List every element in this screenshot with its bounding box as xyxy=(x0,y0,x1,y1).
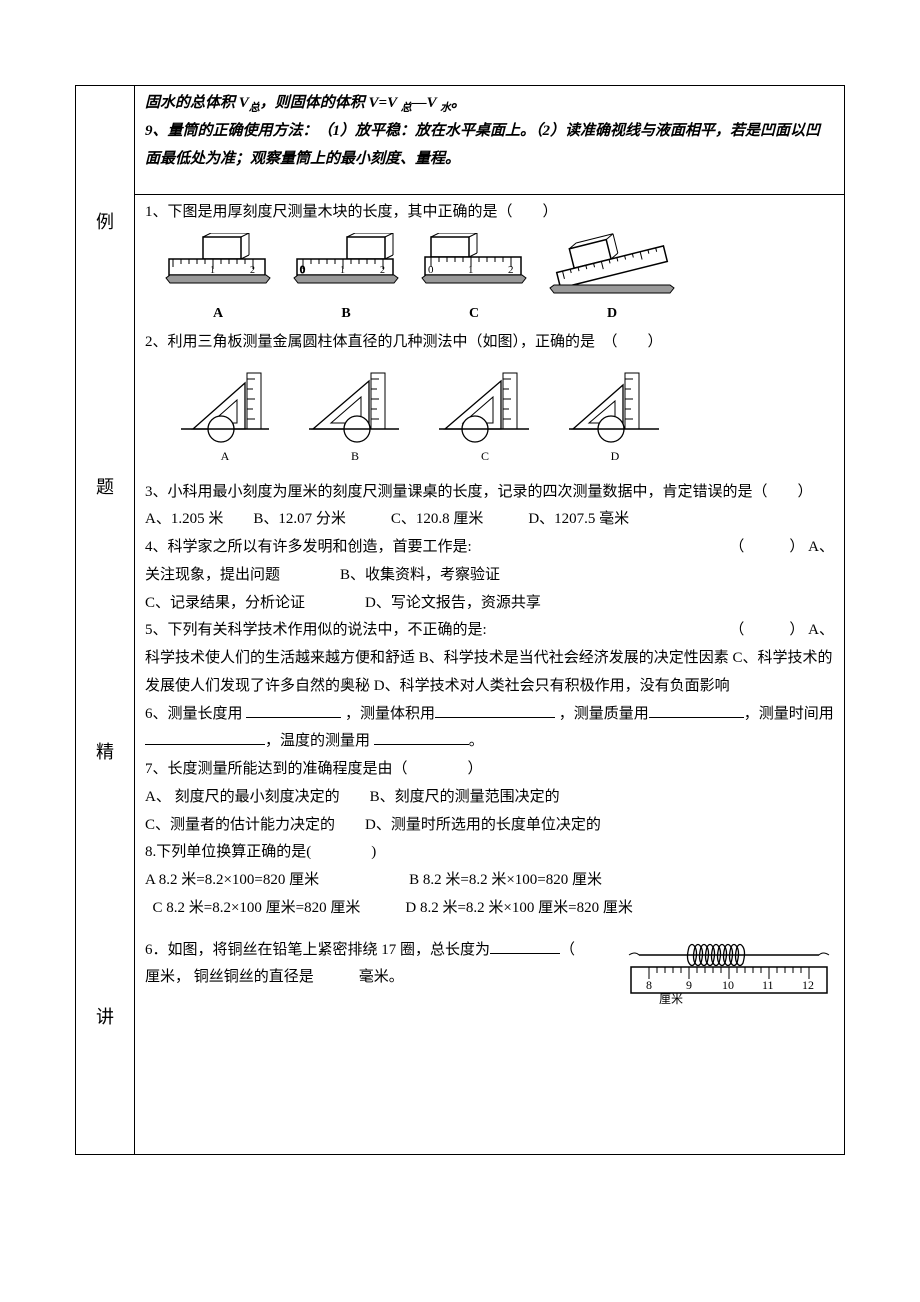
q7-lineC: C、测量者的估计能力决定的 D、测量时所选用的长度单位决定的 xyxy=(145,812,834,840)
q3-text: 3、小科用最小刻度为厘米的刻度尺测量课桌的长度，记录的四次测量数据中，肯定错误的… xyxy=(145,479,834,507)
intro-line2: 9、量筒的正确使用方法：（1）放平稳：放在水平桌面上。（2）读准确视线与液面相平… xyxy=(145,118,834,174)
side-label: 精 xyxy=(96,736,114,769)
q8-lineA: A 8.2 米=8.2×100=820 厘米 B 8.2 米=8.2 米×100… xyxy=(145,867,834,895)
q4-lineC: C、记录结果，分析论证 D、写论文报告，资源共享 xyxy=(145,590,834,618)
q6b-wrap: 6．如图，将铜丝在铅笔上紧密排绕 17 圈，总长度为（ 厘米， 铜丝铜丝的直径是… xyxy=(145,937,834,1007)
svg-text:2: 2 xyxy=(250,265,255,276)
q1-fig-d xyxy=(547,233,677,301)
svg-text:0: 0 xyxy=(300,265,305,276)
q2-label-a: A xyxy=(175,445,275,467)
svg-text:1: 1 xyxy=(468,264,474,276)
q7-text: 7、长度测量所能达到的准确程度是由（ ） xyxy=(145,756,834,784)
q1-fig-a: 1 2 xyxy=(163,233,273,301)
svg-text:0: 0 xyxy=(428,264,434,276)
svg-text:9: 9 xyxy=(686,978,692,992)
q1-fig-b: 0 1 2 xyxy=(291,233,401,301)
q1-label-a: A xyxy=(163,301,273,327)
q1-fig-c: 0 1 2 xyxy=(419,233,529,301)
q2-label-c: C xyxy=(435,445,535,467)
q2-text: 2、利用三角板测量金属圆柱体直径的几种测法中（如图），正确的是 （ ） xyxy=(145,329,834,357)
q1-label-c: C xyxy=(419,301,529,327)
svg-text:2: 2 xyxy=(508,264,514,276)
q7-lineA: A、 刻度尺的最小刻度决定的 B、刻度尺的测量范围决定的 xyxy=(145,784,834,812)
q4-line1: 4、科学家之所以有许多发明和创造，首要工作是: （ ） A、 xyxy=(145,534,834,562)
q1-label-b: B xyxy=(291,301,401,327)
q6b-figure: 8 9 10 11 12 厘米 xyxy=(619,937,834,1007)
svg-text:1: 1 xyxy=(340,265,345,276)
side-label: 讲 xyxy=(96,1001,114,1034)
svg-text:11: 11 xyxy=(762,978,774,992)
q2-fig-a xyxy=(175,367,275,445)
q5-body: 科学技术使人们的生活越来越方便和舒适 B、科学技术是当代社会经济发展的决定性因素… xyxy=(145,645,834,701)
intro-cell: 固水的总体积 V总，则固体的体积 V=V 总—V 水。 9、量筒的正确使用方法：… xyxy=(135,86,845,195)
q1-label-d: D xyxy=(547,301,677,327)
svg-text:12: 12 xyxy=(802,978,814,992)
svg-text:2: 2 xyxy=(380,265,385,276)
intro-line1: 固水的总体积 V总，则固体的体积 V=V 总—V 水。 xyxy=(145,90,834,118)
q5-line1: 5、下列有关科学技术作用似的说法中，不正确的是: （ ） A、 xyxy=(145,617,834,645)
svg-text:1: 1 xyxy=(210,265,215,276)
q2-figures: A B xyxy=(175,367,834,467)
q2-label-d: D xyxy=(565,445,665,467)
svg-text:8: 8 xyxy=(646,978,652,992)
side-label: 题 xyxy=(96,471,114,504)
q6b-text: 6．如图，将铜丝在铅笔上紧密排绕 17 圈，总长度为（ 厘米， 铜丝铜丝的直径是… xyxy=(145,937,599,993)
q4-lineA: 关注现象，提出问题 B、收集资料，考察验证 xyxy=(145,562,834,590)
q8-text: 8.下列单位换算正确的是( ) xyxy=(145,839,834,867)
q6-fill: 6、测量长度用 ，测量体积用 ，测量质量用，测量时间用 ，温度的测量用 。 xyxy=(145,701,834,757)
q8-lineC: C 8.2 米=8.2×100 厘米=820 厘米 D 8.2 米=8.2 米×… xyxy=(145,895,834,923)
q1-figures: 1 2 A 0 xyxy=(163,233,834,327)
svg-text:10: 10 xyxy=(722,978,734,992)
q2-label-b: B xyxy=(305,445,405,467)
content-cell: 1、下图是用厚刻度尺测量木块的长度，其中正确的是（ ） xyxy=(135,195,845,1155)
q2-fig-b xyxy=(305,367,405,445)
side-label: 例 xyxy=(96,206,114,239)
side-label-column: 例 题 精 讲 xyxy=(86,90,124,1150)
q1-text: 1、下图是用厚刻度尺测量木块的长度，其中正确的是（ ） xyxy=(145,199,834,227)
q2-fig-d xyxy=(565,367,665,445)
q2-fig-c xyxy=(435,367,535,445)
q3-opts: A、1.205 米 B、12.07 分米 C、120.8 厘米 D、1207.5… xyxy=(145,506,834,534)
svg-text:厘米: 厘米 xyxy=(659,992,683,1006)
